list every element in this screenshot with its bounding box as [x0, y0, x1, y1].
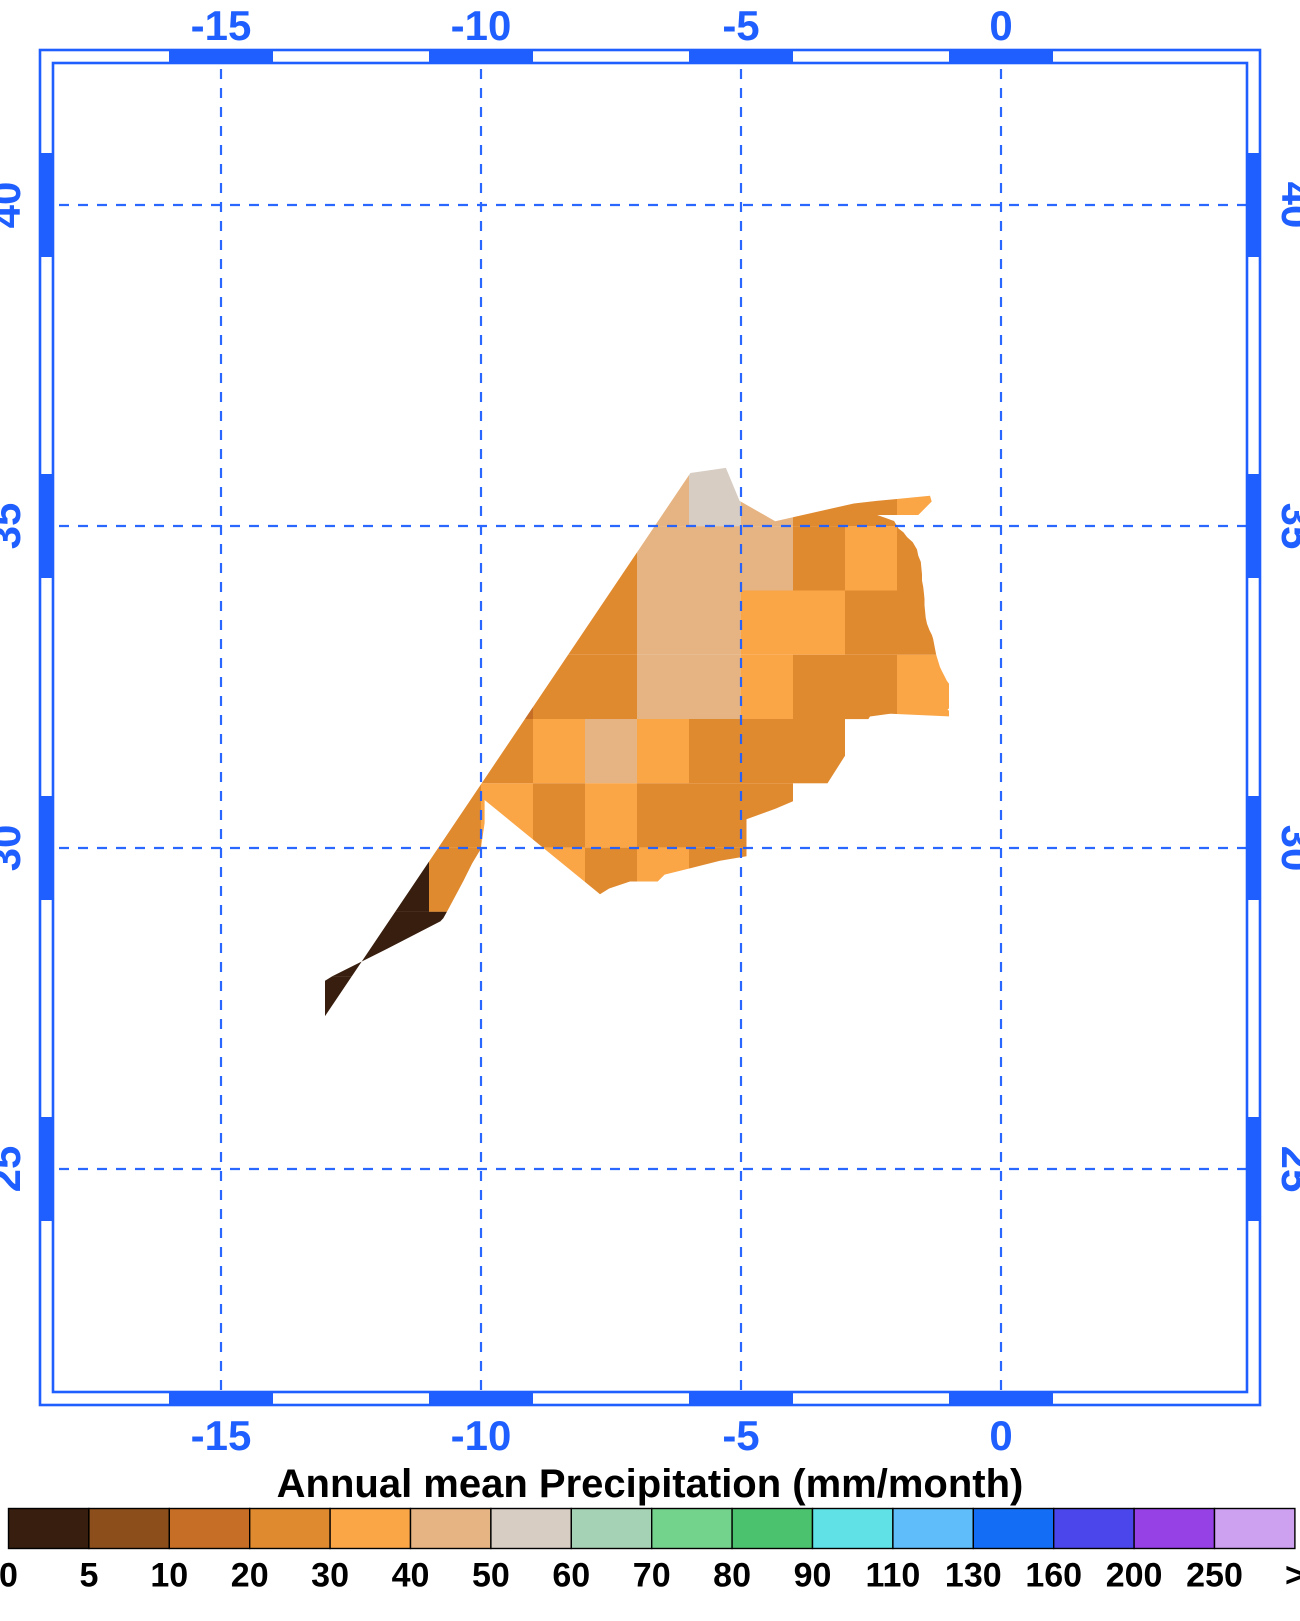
svg-text:>: > [1285, 1557, 1300, 1595]
svg-text:0: 0 [989, 1412, 1012, 1459]
svg-text:30: 30 [311, 1557, 349, 1595]
svg-text:90: 90 [794, 1557, 832, 1595]
svg-text:25: 25 [0, 1146, 29, 1193]
svg-text:35: 35 [0, 503, 29, 550]
svg-text:40: 40 [0, 182, 29, 229]
svg-text:Annual mean Precipitation (mm/: Annual mean Precipitation (mm/month) [277, 1462, 1024, 1506]
svg-text:-5: -5 [722, 1412, 759, 1459]
svg-text:40: 40 [1273, 182, 1300, 229]
svg-text:250: 250 [1186, 1557, 1243, 1595]
svg-text:130: 130 [945, 1557, 1002, 1595]
svg-text:25: 25 [1273, 1146, 1300, 1193]
svg-text:0: 0 [0, 1557, 18, 1595]
svg-text:30: 30 [0, 825, 29, 872]
svg-text:30: 30 [1273, 825, 1300, 872]
svg-text:-10: -10 [451, 1412, 512, 1459]
svg-text:20: 20 [231, 1557, 269, 1595]
svg-text:-10: -10 [451, 2, 512, 49]
svg-text:-5: -5 [722, 2, 759, 49]
svg-text:50: 50 [472, 1557, 510, 1595]
svg-text:35: 35 [1273, 503, 1300, 550]
svg-text:-15: -15 [191, 1412, 252, 1459]
svg-text:160: 160 [1025, 1557, 1082, 1595]
svg-text:0: 0 [989, 2, 1012, 49]
svg-text:40: 40 [392, 1557, 430, 1595]
svg-text:-15: -15 [191, 2, 252, 49]
svg-text:110: 110 [865, 1557, 920, 1595]
svg-text:70: 70 [633, 1557, 671, 1595]
svg-text:200: 200 [1106, 1557, 1163, 1595]
svg-text:5: 5 [79, 1557, 98, 1595]
svg-text:80: 80 [713, 1557, 751, 1595]
svg-text:60: 60 [552, 1557, 590, 1595]
svg-text:10: 10 [150, 1557, 188, 1595]
